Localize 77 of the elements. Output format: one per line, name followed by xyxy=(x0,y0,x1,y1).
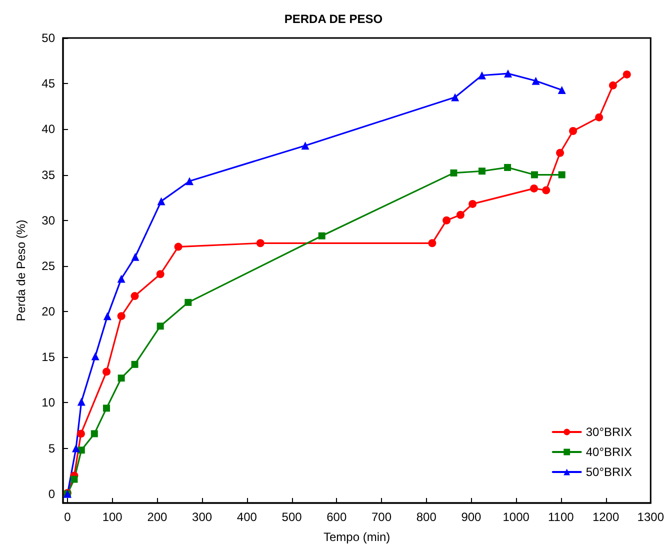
y-tick-label: 10 xyxy=(42,396,56,410)
y-tick-label: 5 xyxy=(48,441,56,456)
x-tick-label: 600 xyxy=(326,510,347,524)
point xyxy=(256,239,264,248)
point xyxy=(608,81,617,90)
point xyxy=(70,476,78,483)
x-tick-label: 200 xyxy=(147,510,168,524)
x-axis-title: Tempo (min) xyxy=(323,530,390,544)
point xyxy=(451,93,460,102)
chart-title: PERDA DE PESO xyxy=(284,12,383,26)
point xyxy=(117,274,126,283)
point xyxy=(478,168,486,175)
x-tick-label: 0 xyxy=(64,510,72,524)
point xyxy=(131,360,138,368)
point xyxy=(478,71,486,80)
point xyxy=(542,186,550,194)
point xyxy=(156,270,164,278)
point xyxy=(131,252,140,261)
y-axis-title: Perda de Peso (%) xyxy=(14,220,28,322)
point xyxy=(532,76,540,85)
point xyxy=(318,232,326,240)
y-tick-label: 35 xyxy=(42,168,56,182)
legend-label: 50°BRIX xyxy=(586,465,632,479)
point xyxy=(595,113,604,122)
point xyxy=(118,374,125,382)
y-tick-label: 0 xyxy=(48,486,56,501)
point xyxy=(103,312,112,320)
y-tick-label: 15 xyxy=(42,350,56,364)
point xyxy=(530,184,538,192)
point xyxy=(156,322,164,330)
point xyxy=(622,70,631,78)
point xyxy=(174,242,182,251)
point xyxy=(102,368,111,376)
point xyxy=(301,142,310,150)
point xyxy=(77,398,86,406)
point xyxy=(130,292,139,300)
point xyxy=(468,200,477,208)
x-tick-label: 1100 xyxy=(548,510,574,524)
point xyxy=(76,430,85,438)
point xyxy=(450,169,458,176)
legend-label: 30°BRIX xyxy=(586,425,632,439)
point xyxy=(103,404,110,412)
point xyxy=(184,298,192,306)
point xyxy=(558,171,566,178)
point xyxy=(91,352,100,360)
x-tick-label: 400 xyxy=(236,510,258,524)
x-tick-label: 300 xyxy=(192,510,212,524)
point xyxy=(504,70,512,78)
point xyxy=(428,239,436,248)
point xyxy=(556,148,564,157)
x-tick-label: 1300 xyxy=(637,510,664,524)
y-tick-label: 20 xyxy=(42,304,56,319)
y-tick-label: 45 xyxy=(42,76,56,91)
point xyxy=(530,171,538,178)
x-tick-label: 900 xyxy=(461,510,482,524)
y-tick-label: 25 xyxy=(42,258,56,273)
point xyxy=(78,446,85,454)
point xyxy=(157,197,166,206)
x-tick-label: 500 xyxy=(282,510,302,524)
point xyxy=(456,210,464,219)
point xyxy=(442,216,451,224)
x-tick-label: 700 xyxy=(371,510,392,524)
x-tick-label: 100 xyxy=(102,510,123,524)
point xyxy=(117,312,126,320)
x-tick-label: 800 xyxy=(416,510,437,524)
legend-label: 40°BRIX xyxy=(586,445,632,459)
x-tick-label: 1200 xyxy=(592,510,620,524)
y-tick-label: 30 xyxy=(42,213,56,228)
point xyxy=(569,127,578,135)
x-tick-label: 1000 xyxy=(502,510,530,524)
point xyxy=(504,164,512,171)
point xyxy=(558,86,566,94)
point xyxy=(90,430,98,438)
point xyxy=(186,177,194,186)
y-tick-label: 40 xyxy=(42,122,56,136)
point xyxy=(72,444,80,452)
y-tick-label: 50 xyxy=(42,31,56,45)
